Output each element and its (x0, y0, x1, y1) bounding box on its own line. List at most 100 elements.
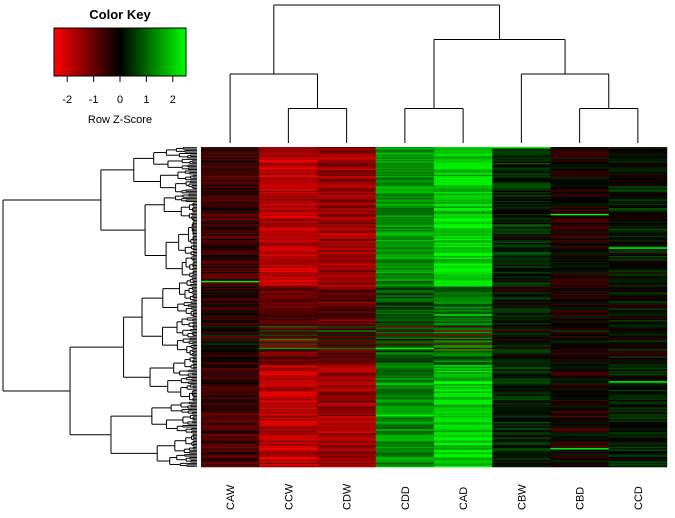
heatmap-cell (434, 158, 493, 161)
heatmap-cell (375, 330, 435, 333)
heatmap-cell (608, 430, 668, 433)
heatmap-cell (375, 296, 435, 299)
heatmap-cell (201, 320, 260, 322)
heatmap-cell (375, 423, 435, 426)
heatmap-cell (317, 283, 376, 286)
heatmap-cell (608, 407, 668, 410)
heatmap-cell (492, 243, 551, 245)
heatmap-cell (201, 277, 260, 280)
heatmap-cell (492, 295, 551, 298)
heatmap-cell (259, 349, 318, 351)
column-label-cdd: CDD (400, 486, 412, 510)
heatmap-cell (492, 340, 551, 343)
heatmap-cell (317, 325, 376, 328)
heatmap-cell (201, 340, 260, 343)
heatmap-cell (375, 251, 435, 254)
heatmap-cell (434, 269, 493, 271)
heatmap-cell (201, 375, 260, 378)
heatmap-cell (492, 183, 551, 186)
heatmap-cell (201, 157, 260, 159)
heatmap-cell (492, 352, 551, 354)
heatmap-cell (375, 238, 435, 241)
heatmap-cell (317, 314, 376, 317)
heatmap-cell (492, 432, 551, 434)
heatmap-cell (492, 445, 551, 447)
heatmap-cell (492, 275, 551, 277)
heatmap-cell (317, 296, 376, 299)
heatmap-cell (317, 455, 376, 458)
heatmap-cell (317, 202, 376, 205)
heatmap-cell (201, 295, 260, 298)
heatmap-cell (201, 413, 260, 415)
heatmap-cell (608, 346, 668, 349)
heatmap-cell (317, 213, 376, 216)
heatmap-cell (608, 384, 668, 386)
heatmap-cell (375, 405, 435, 408)
heatmap-cell (550, 373, 609, 376)
heatmap-cell (375, 181, 435, 184)
heatmap-cell (434, 357, 493, 360)
heatmap-cell (317, 420, 376, 423)
heatmap-cell (317, 160, 376, 162)
heatmap-cell (550, 232, 609, 235)
heatmap-cell (550, 149, 609, 152)
heatmap-cell (259, 379, 318, 382)
heatmap-cell (608, 299, 668, 302)
heatmap-cell (375, 193, 435, 196)
heatmap-cell (375, 350, 435, 353)
heatmap-cell (317, 387, 376, 389)
heatmap-cell (434, 423, 493, 426)
heatmap-cell (317, 408, 376, 411)
heatmap-cell (608, 461, 668, 463)
heatmap-cell (259, 357, 318, 360)
heatmap-cell (492, 269, 551, 271)
heatmap-cell (492, 270, 551, 273)
heatmap-cell (550, 302, 609, 305)
heatmap-cell (375, 464, 435, 466)
heatmap-cell (434, 293, 493, 296)
heatmap-cell (550, 347, 609, 350)
heatmap-cell (201, 349, 260, 351)
heatmap-cell (375, 445, 435, 447)
heatmap-cell (375, 353, 435, 356)
heatmap-cell (317, 327, 376, 330)
heatmap-cell (259, 446, 318, 449)
heatmap-cell (492, 280, 551, 283)
heatmap-cell (201, 373, 260, 376)
heatmap-cell (259, 411, 318, 414)
heatmap-cell (492, 288, 551, 290)
heatmap-cell (434, 275, 493, 277)
heatmap-cell (375, 369, 435, 372)
heatmap-cell (492, 362, 551, 365)
heatmap-cell (550, 179, 609, 181)
heatmap-cell (201, 421, 260, 424)
heatmap-cell (550, 243, 609, 245)
heatmap-cell (201, 187, 260, 190)
heatmap-cell (259, 350, 318, 353)
heatmap-cell (550, 365, 609, 367)
heatmap-cell (492, 341, 551, 344)
heatmap-cell (317, 462, 376, 465)
heatmap-cell (259, 158, 318, 161)
heatmap-cell (375, 253, 435, 255)
heatmap-cell (201, 353, 260, 356)
heatmap-cell (375, 448, 435, 450)
heatmap-cell (608, 423, 668, 426)
heatmap-cell (492, 289, 551, 292)
heatmap-cell (375, 462, 435, 465)
heatmap-cell (608, 369, 668, 372)
heatmap-cell (492, 253, 551, 255)
heatmap-cell (434, 442, 493, 445)
heatmap-cell (492, 343, 551, 346)
heatmap-cell (434, 323, 493, 325)
heatmap-cell (608, 464, 668, 466)
heatmap-cell (259, 155, 318, 158)
heatmap-cell (375, 250, 435, 253)
heatmap-cell (434, 353, 493, 356)
heatmap-cell (608, 203, 668, 206)
heatmap-cell (375, 455, 435, 458)
heatmap-cell (201, 272, 260, 274)
heatmap-cell (317, 439, 376, 442)
heatmap-cell (375, 397, 435, 399)
heatmap-cell (608, 152, 668, 155)
